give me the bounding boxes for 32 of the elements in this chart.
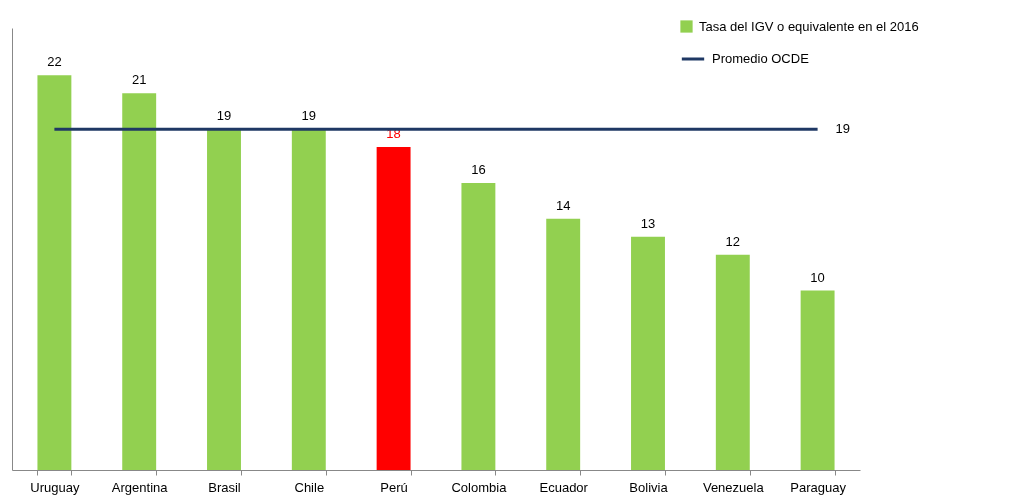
x-tick-label: Paraguay xyxy=(790,479,847,495)
legend-label: Promedio OCDE xyxy=(712,51,810,66)
x-tick-label: Venezuela xyxy=(702,479,765,495)
bar xyxy=(631,236,665,470)
data-label: 19 xyxy=(835,121,851,137)
x-tick-label: Colombia xyxy=(451,479,508,495)
x-tick-label: Chile xyxy=(294,479,325,495)
bar xyxy=(37,75,72,470)
bar xyxy=(376,147,411,470)
bar xyxy=(207,129,241,470)
bar xyxy=(291,129,326,470)
x-tick-label: Brasil xyxy=(208,479,241,495)
x-tick-label: Argentina xyxy=(111,479,169,495)
data-label: 21 xyxy=(131,72,147,88)
x-tick-label: Ecuador xyxy=(539,479,589,495)
data-label: 22 xyxy=(47,54,62,70)
bar xyxy=(122,93,157,470)
bar xyxy=(800,290,835,470)
data-label: 19 xyxy=(216,108,232,124)
legend-label: Tasa del IGV o equivalente en el 2016 xyxy=(699,18,919,34)
bar xyxy=(715,254,750,470)
data-label: 19 xyxy=(301,108,317,124)
bar xyxy=(461,182,496,470)
x-tick-label: Bolivia xyxy=(629,479,669,495)
bar xyxy=(546,218,581,470)
data-label: 14 xyxy=(555,197,571,213)
data-label: 12 xyxy=(725,233,741,249)
x-tick-label: Uruguay xyxy=(30,479,80,495)
x-tick-label: Perú xyxy=(380,479,408,495)
data-label: 10 xyxy=(810,269,825,285)
data-label: 16 xyxy=(471,161,486,177)
data-label: 13 xyxy=(640,215,656,231)
